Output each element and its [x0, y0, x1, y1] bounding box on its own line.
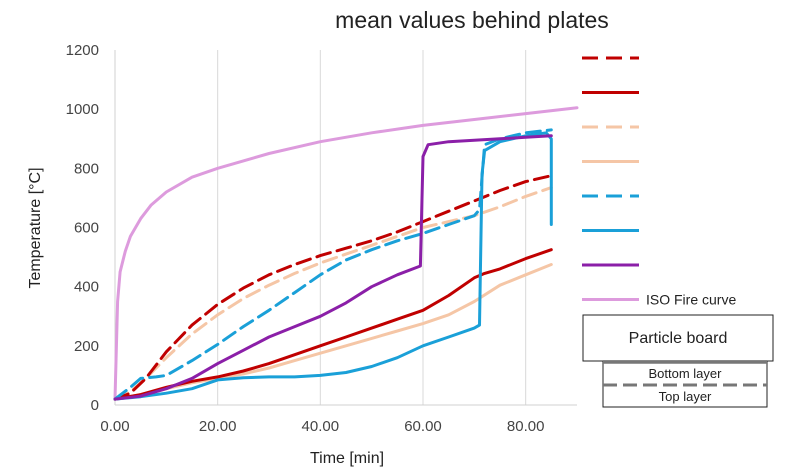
- grid: [217, 50, 527, 405]
- bottom-layer-label: Bottom layer: [649, 366, 723, 381]
- particle-board-label: Particle board: [629, 330, 728, 347]
- plot-area: [114, 50, 577, 406]
- x-tick-label: 20.00: [199, 418, 237, 435]
- layer-diagram: Particle board Bottom layer Top layer: [582, 314, 774, 408]
- y-tick-label: 1200: [66, 42, 99, 59]
- y-axis-ticks: 0 200 400 600 800 1000 1200: [66, 42, 99, 414]
- legend: ISO Fire curve: [582, 56, 736, 308]
- x-tick-label: 40.00: [302, 418, 340, 435]
- series-line-5: [113, 128, 553, 401]
- x-axis-title: Time [min]: [310, 450, 384, 467]
- x-tick-label: 80.00: [507, 418, 545, 435]
- top-layer-label: Top layer: [659, 389, 712, 404]
- series-line-2: [113, 248, 553, 401]
- series-line-7: [113, 134, 553, 401]
- series-layer: [113, 106, 579, 401]
- y-tick-label: 0: [91, 397, 99, 414]
- x-tick-label: 0.00: [100, 418, 129, 435]
- series-line-8: [113, 106, 579, 401]
- y-axis-title: Temperature [°C]: [27, 167, 44, 288]
- legend-label: ISO Fire curve: [646, 292, 736, 308]
- y-tick-label: 1000: [66, 101, 99, 118]
- chart-title: mean values behind plates: [335, 7, 609, 33]
- y-tick-label: 600: [74, 220, 99, 237]
- y-tick-label: 800: [74, 160, 99, 177]
- y-tick-label: 200: [74, 338, 99, 355]
- series-line-4: [113, 263, 553, 401]
- series-line-1: [113, 174, 553, 401]
- x-axis-ticks: 0.00 20.00 40.00 60.00 80.00: [100, 418, 544, 435]
- y-tick-label: 400: [74, 279, 99, 296]
- x-tick-label: 60.00: [404, 418, 442, 435]
